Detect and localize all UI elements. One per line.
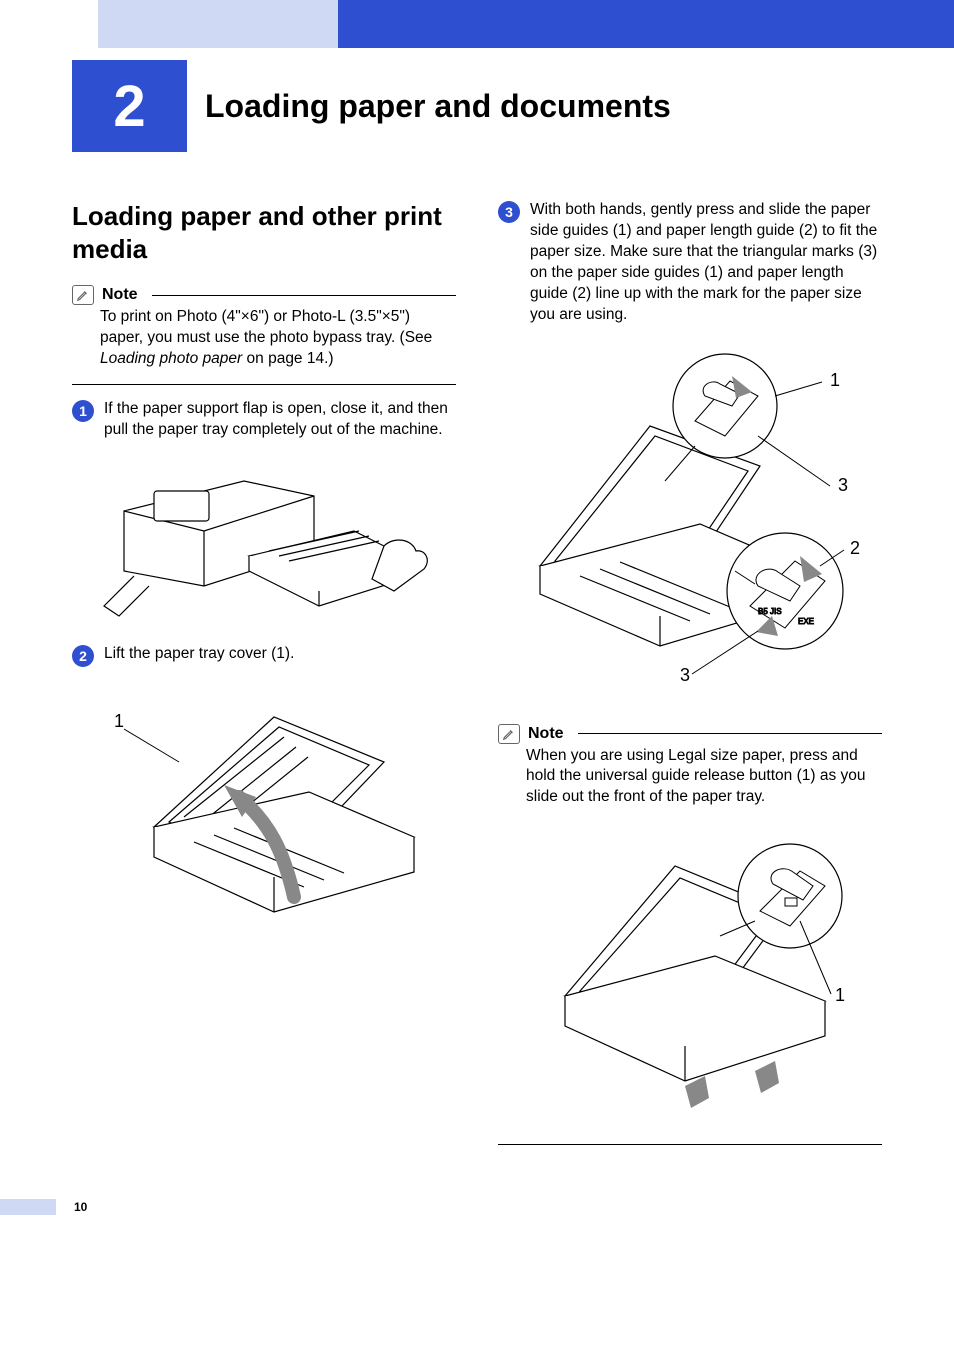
- note-block-2: Note When you are using Legal size paper…: [498, 724, 882, 817]
- chapter-heading: 2 Loading paper and documents: [0, 60, 954, 152]
- note-pencil-icon: [498, 724, 520, 744]
- note-end-rule: [498, 1144, 882, 1145]
- step-2: 2 Lift the paper tray cover (1).: [72, 644, 456, 667]
- step-text: Lift the paper tray cover (1).: [104, 644, 294, 667]
- step-text: With both hands, gently press and slide …: [530, 200, 882, 326]
- note-body: When you are using Legal size paper, pre…: [498, 746, 882, 817]
- chapter-title: Loading paper and documents: [187, 88, 954, 125]
- content-columns: Loading paper and other print media Note…: [0, 200, 954, 1159]
- note-link[interactable]: Loading photo paper: [100, 350, 242, 367]
- note-head: Note: [72, 285, 456, 305]
- callout-1: 1: [114, 711, 124, 731]
- header-spacer: [0, 0, 98, 48]
- step-1: 1 If the paper support flap is open, clo…: [72, 399, 456, 441]
- header-light: [98, 0, 338, 48]
- callout-1: 1: [830, 370, 840, 390]
- step-bullet: 2: [72, 645, 94, 667]
- svg-text:B5 JIS: B5 JIS: [758, 607, 782, 616]
- page-footer: 10: [0, 1199, 954, 1215]
- note-head: Note: [498, 724, 882, 744]
- note-text-prefix: To print on Photo (4"×6") or Photo-L (3.…: [100, 308, 432, 346]
- svg-text:EXE: EXE: [798, 617, 814, 626]
- column-left: Loading paper and other print media Note…: [72, 200, 456, 1159]
- figure-step-2: 1: [72, 677, 456, 987]
- note-label: Note: [528, 725, 564, 743]
- callout-2: 2: [850, 538, 860, 558]
- page-number: 10: [74, 1200, 87, 1214]
- callout-1: 1: [835, 985, 845, 1005]
- header-dark: [338, 0, 954, 48]
- note-label: Note: [102, 286, 138, 304]
- note-end-rule: [72, 384, 456, 385]
- note-body: To print on Photo (4"×6") or Photo-L (3.…: [72, 307, 456, 378]
- column-right: 3 With both hands, gently press and slid…: [498, 200, 882, 1159]
- step-bullet: 3: [498, 201, 520, 223]
- callout-3b: 3: [680, 665, 690, 685]
- callout-3a: 3: [838, 475, 848, 495]
- step-bullet: 1: [72, 400, 94, 422]
- step-3: 3 With both hands, gently press and slid…: [498, 200, 882, 326]
- note-text-suffix: on page 14.): [242, 350, 333, 367]
- step-text: If the paper support flap is open, close…: [104, 399, 456, 441]
- section-title: Loading paper and other print media: [72, 200, 456, 265]
- figure-step-1: [72, 451, 456, 626]
- note-block-1: Note To print on Photo (4"×6") or Photo-…: [72, 285, 456, 385]
- note-pencil-icon: [72, 285, 94, 305]
- chapter-number-badge: 2: [72, 60, 187, 152]
- footer-band: [0, 1199, 56, 1215]
- figure-step-3: EXE B5 JIS 1 3 2 3: [498, 336, 882, 706]
- figure-note-2: 1: [498, 826, 882, 1126]
- header-band: [0, 0, 954, 48]
